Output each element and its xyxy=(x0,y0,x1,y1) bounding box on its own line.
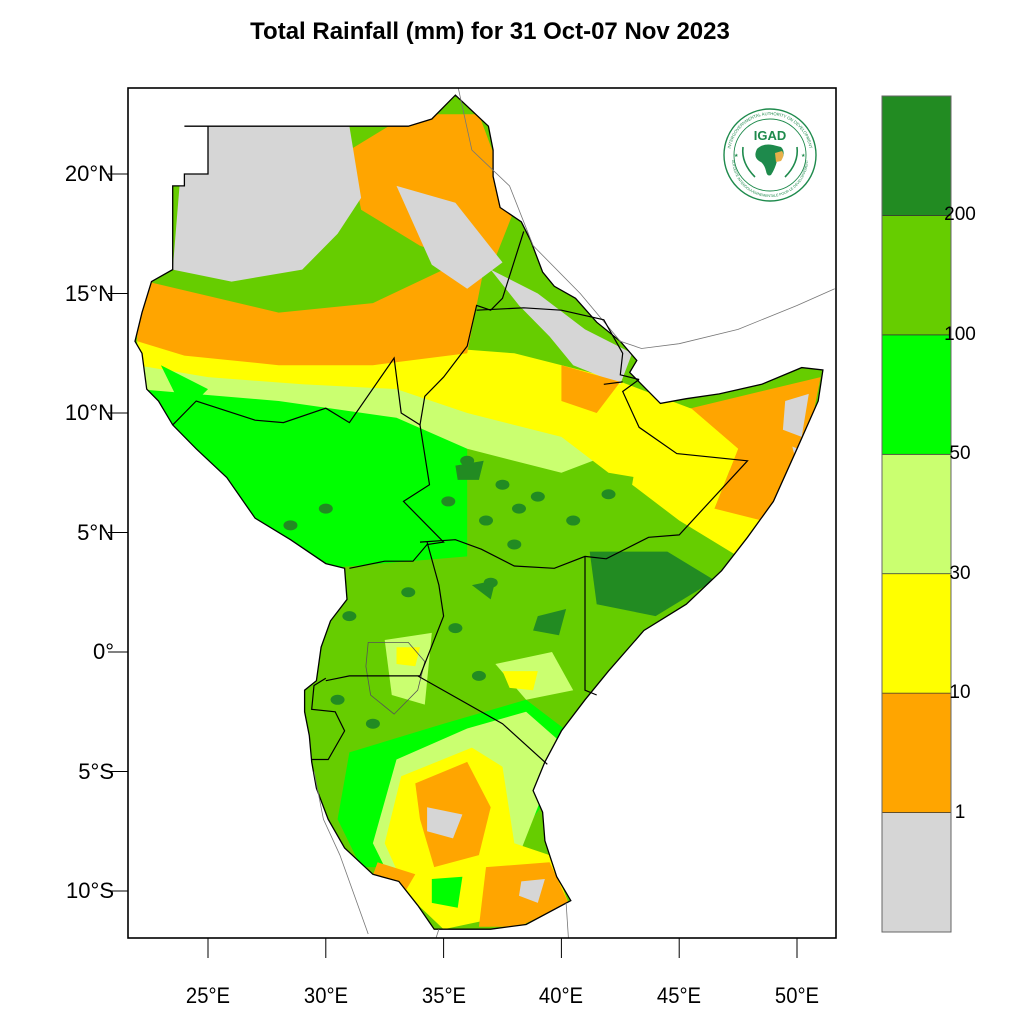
heavy-rain-cell xyxy=(495,479,510,490)
x-tick-label: 40°E xyxy=(539,983,584,1008)
y-tick-label: 20°N xyxy=(64,161,114,186)
heavy-rain-cell xyxy=(283,520,298,531)
country-border xyxy=(584,556,597,696)
rainfall-zone-lt1 xyxy=(172,126,362,282)
country-border xyxy=(311,677,346,761)
colorbar-swatch xyxy=(881,95,952,216)
y-tick-label: 0° xyxy=(92,639,114,664)
colorbar-label: 1 xyxy=(954,801,966,823)
colorbar-swatch xyxy=(881,692,952,813)
heavy-rain-cell xyxy=(507,539,522,550)
igad-logo: INTERGOVERNMENTAL AUTHORITY ON DEVELOPME… xyxy=(723,108,817,202)
x-tick-label: 35°E xyxy=(421,983,466,1008)
y-tick-label: 15°N xyxy=(64,280,114,306)
star-icon: ★ xyxy=(734,153,739,159)
country-border xyxy=(476,307,640,381)
outer-boundary-line xyxy=(565,902,569,938)
heavy-rain-cell xyxy=(401,587,416,598)
plot-frame xyxy=(127,87,837,939)
outer-boundary-line xyxy=(457,88,835,349)
colorbar-frame xyxy=(881,95,952,933)
rainfall-field xyxy=(135,95,823,930)
country-border xyxy=(172,231,525,426)
logo-inner-ring xyxy=(733,118,807,192)
rainfall-zone-gt200 xyxy=(533,609,567,636)
colorbar-label: 10 xyxy=(949,682,971,704)
lake-victoria-outline xyxy=(365,642,426,715)
heavy-rain-cell xyxy=(318,503,333,514)
colorbar-label: 200 xyxy=(944,204,976,226)
heavy-rain-cell xyxy=(566,515,581,526)
laurel-wreath-icon xyxy=(741,146,799,178)
rainfall-zone-gt200 xyxy=(589,551,715,617)
colorbar-swatch xyxy=(881,453,952,575)
rainfall-zone-lt1 xyxy=(427,807,463,839)
country-border xyxy=(417,675,548,765)
rainfall-zone-gt200 xyxy=(455,460,484,480)
star-icon: ★ xyxy=(801,153,806,159)
rainfall-zone-1-10 xyxy=(137,233,491,366)
colorbar-swatch xyxy=(881,215,952,336)
country-border xyxy=(349,424,445,569)
heavy-rain-cell xyxy=(441,496,456,507)
rainfall-zone-lt1 xyxy=(490,269,633,385)
heavy-rain-cell xyxy=(483,577,498,588)
heavy-rain-cell xyxy=(511,503,526,514)
rainfall-zone-10-30 xyxy=(396,647,420,667)
heavy-rain-cell xyxy=(601,489,616,500)
rainfall-zone-lt1 xyxy=(519,879,545,903)
colorbar-label: 50 xyxy=(949,443,971,465)
country-border xyxy=(419,379,749,569)
colorbar-label: 30 xyxy=(949,562,971,584)
outer-boundary-line xyxy=(313,771,369,935)
rainfall-zone-lt1 xyxy=(782,393,809,437)
colorbar-swatch xyxy=(881,334,952,455)
chart-title: Total Rainfall (mm) for 31 Oct-07 Nov 20… xyxy=(250,18,730,45)
heavy-rain-cell xyxy=(479,515,494,526)
logo-igad-text: IGAD xyxy=(754,128,787,143)
heavy-rain-cell xyxy=(460,455,475,466)
x-tick-label: 50°E xyxy=(774,983,820,1008)
rainfall-zone-50-100 xyxy=(431,876,463,908)
y-tick-label: 10°N xyxy=(64,400,114,425)
outer-boundary-line xyxy=(435,929,440,938)
x-tick-label: 30°E xyxy=(303,983,348,1008)
colorbar-swatch xyxy=(881,812,952,933)
heavy-rain-cell xyxy=(365,718,380,729)
heavy-rain-cell xyxy=(471,670,486,681)
x-tick-label: 25°E xyxy=(185,983,231,1008)
rainfall-zone-10-30 xyxy=(502,671,538,691)
rainfall-zone-lt1 xyxy=(396,185,503,289)
y-tick-label: 5°S xyxy=(78,758,114,784)
rainfall-zone-50-100 xyxy=(231,436,326,497)
africa-map-icon xyxy=(755,144,784,176)
rainfall-zone-1-10 xyxy=(561,365,621,413)
heavy-rain-cell xyxy=(530,491,545,502)
colorbar-label: 100 xyxy=(944,323,976,345)
colorbar-swatch xyxy=(881,573,952,694)
heavy-rain-cell xyxy=(342,611,357,622)
country-border xyxy=(603,381,623,385)
x-tick-label: 45°E xyxy=(657,983,702,1008)
igad-region-icon xyxy=(775,151,784,162)
heavy-rain-cell xyxy=(448,623,463,634)
rainfall-zone-30-50 xyxy=(384,632,432,705)
country-border xyxy=(325,541,445,682)
heavy-rain-cell xyxy=(330,694,345,705)
y-tick-label: 10°S xyxy=(66,878,114,903)
rainfall-zone-50-100 xyxy=(160,365,208,413)
y-tick-label: 5°N xyxy=(77,519,114,545)
